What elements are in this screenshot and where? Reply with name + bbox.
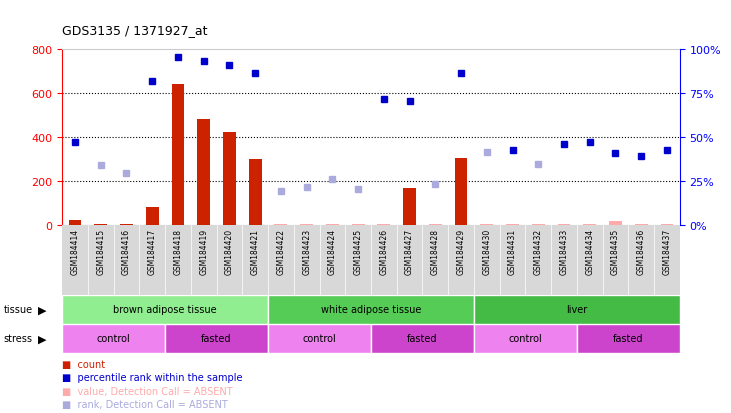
Text: ▶: ▶: [38, 305, 47, 315]
Text: brown adipose tissue: brown adipose tissue: [113, 305, 217, 315]
Text: GSM184414: GSM184414: [70, 229, 80, 275]
Text: GSM184427: GSM184427: [405, 229, 414, 275]
Bar: [300, 224, 313, 225]
Bar: [635, 224, 648, 225]
Text: GSM184436: GSM184436: [637, 229, 645, 275]
Text: GSM184424: GSM184424: [328, 229, 337, 275]
Text: ■  rank, Detection Call = ABSENT: ■ rank, Detection Call = ABSENT: [62, 399, 228, 409]
Bar: [558, 224, 570, 225]
Text: GSM184425: GSM184425: [354, 229, 363, 275]
Bar: [609, 222, 622, 225]
Text: fasted: fasted: [201, 334, 232, 344]
Text: GSM184435: GSM184435: [611, 229, 620, 275]
Text: GSM184417: GSM184417: [148, 229, 156, 275]
Bar: [145, 207, 159, 225]
Bar: [69, 221, 81, 225]
Bar: [172, 85, 184, 225]
Text: GSM184431: GSM184431: [508, 229, 517, 275]
Bar: [249, 159, 262, 225]
Text: GSM184428: GSM184428: [431, 229, 440, 275]
Bar: [371, 324, 474, 353]
Bar: [377, 224, 390, 225]
Text: GSM184421: GSM184421: [251, 229, 260, 275]
Text: GDS3135 / 1371927_at: GDS3135 / 1371927_at: [62, 24, 208, 37]
Text: GSM184423: GSM184423: [302, 229, 311, 275]
Bar: [62, 295, 268, 324]
Text: ▶: ▶: [38, 334, 47, 344]
Bar: [404, 189, 416, 225]
Text: GSM184433: GSM184433: [559, 229, 569, 275]
Bar: [474, 295, 680, 324]
Text: liver: liver: [567, 305, 588, 315]
Text: ■  value, Detection Call = ABSENT: ■ value, Detection Call = ABSENT: [62, 386, 232, 396]
Bar: [268, 295, 474, 324]
Text: fasted: fasted: [407, 334, 438, 344]
Bar: [661, 224, 673, 225]
Text: GSM184418: GSM184418: [173, 229, 183, 275]
Text: GSM184415: GSM184415: [96, 229, 105, 275]
Text: GSM184437: GSM184437: [662, 229, 672, 275]
Text: ■  percentile rank within the sample: ■ percentile rank within the sample: [62, 373, 243, 382]
Text: tissue: tissue: [4, 305, 33, 315]
Text: GSM184430: GSM184430: [482, 229, 491, 275]
Text: GSM184422: GSM184422: [276, 229, 285, 275]
Text: control: control: [303, 334, 336, 344]
Text: white adipose tissue: white adipose tissue: [321, 305, 421, 315]
Text: GSM184429: GSM184429: [457, 229, 466, 275]
Bar: [506, 224, 519, 225]
Bar: [474, 324, 577, 353]
Bar: [429, 224, 442, 225]
Text: stress: stress: [4, 334, 33, 344]
Bar: [268, 324, 371, 353]
Bar: [120, 224, 133, 225]
Text: control: control: [96, 334, 131, 344]
Bar: [94, 224, 107, 225]
Text: GSM184420: GSM184420: [225, 229, 234, 275]
Bar: [62, 324, 165, 353]
Bar: [577, 324, 680, 353]
Text: ■  count: ■ count: [62, 359, 105, 369]
Bar: [274, 224, 287, 225]
Bar: [480, 224, 493, 225]
Text: GSM184434: GSM184434: [586, 229, 594, 275]
Bar: [583, 224, 596, 225]
Text: GSM184416: GSM184416: [122, 229, 131, 275]
Bar: [197, 120, 210, 225]
Bar: [352, 224, 365, 225]
Text: GSM184419: GSM184419: [199, 229, 208, 275]
Text: GSM184426: GSM184426: [379, 229, 388, 275]
Text: control: control: [509, 334, 542, 344]
Text: GSM184432: GSM184432: [534, 229, 543, 275]
Text: fasted: fasted: [613, 334, 643, 344]
Bar: [223, 133, 236, 225]
Bar: [455, 158, 468, 225]
Bar: [165, 324, 268, 353]
Bar: [326, 224, 338, 225]
Bar: [532, 224, 545, 225]
